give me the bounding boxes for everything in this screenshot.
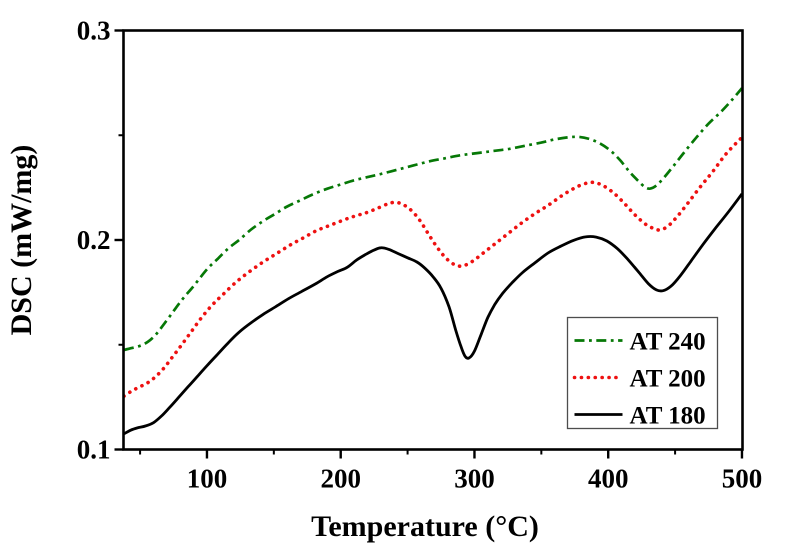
legend-box bbox=[566, 316, 719, 430]
axes-frame bbox=[114, 29, 744, 459]
y-axis-title: DSC (mW/mg) bbox=[5, 145, 38, 336]
x-tick-label: 300 bbox=[454, 464, 495, 494]
series-line-at-180 bbox=[123, 193, 743, 436]
series-line-at-240 bbox=[123, 87, 743, 352]
y-tick-label: 0.2 bbox=[77, 225, 111, 255]
legend-label-at-180: AT 180 bbox=[630, 403, 706, 430]
x-tick-label: 100 bbox=[187, 464, 228, 494]
x-tick-label: 500 bbox=[722, 464, 763, 494]
series-curves bbox=[123, 87, 743, 436]
legend-label-at-200: AT 200 bbox=[630, 366, 706, 393]
tick-labels: 100 200 300 400 500 0.1 0.2 0.3 bbox=[77, 16, 762, 494]
legend: AT 240 AT 200 AT 180 bbox=[566, 316, 719, 430]
y-tick-label: 0.3 bbox=[77, 16, 111, 46]
y-tick-label: 0.1 bbox=[77, 435, 111, 465]
legend-label-at-240: AT 240 bbox=[630, 329, 706, 356]
x-axis-title: Temperature (°C) bbox=[311, 510, 539, 543]
x-tick-label: 200 bbox=[320, 464, 361, 494]
x-tick-label: 400 bbox=[588, 464, 629, 494]
series-line-at-200 bbox=[123, 135, 743, 398]
